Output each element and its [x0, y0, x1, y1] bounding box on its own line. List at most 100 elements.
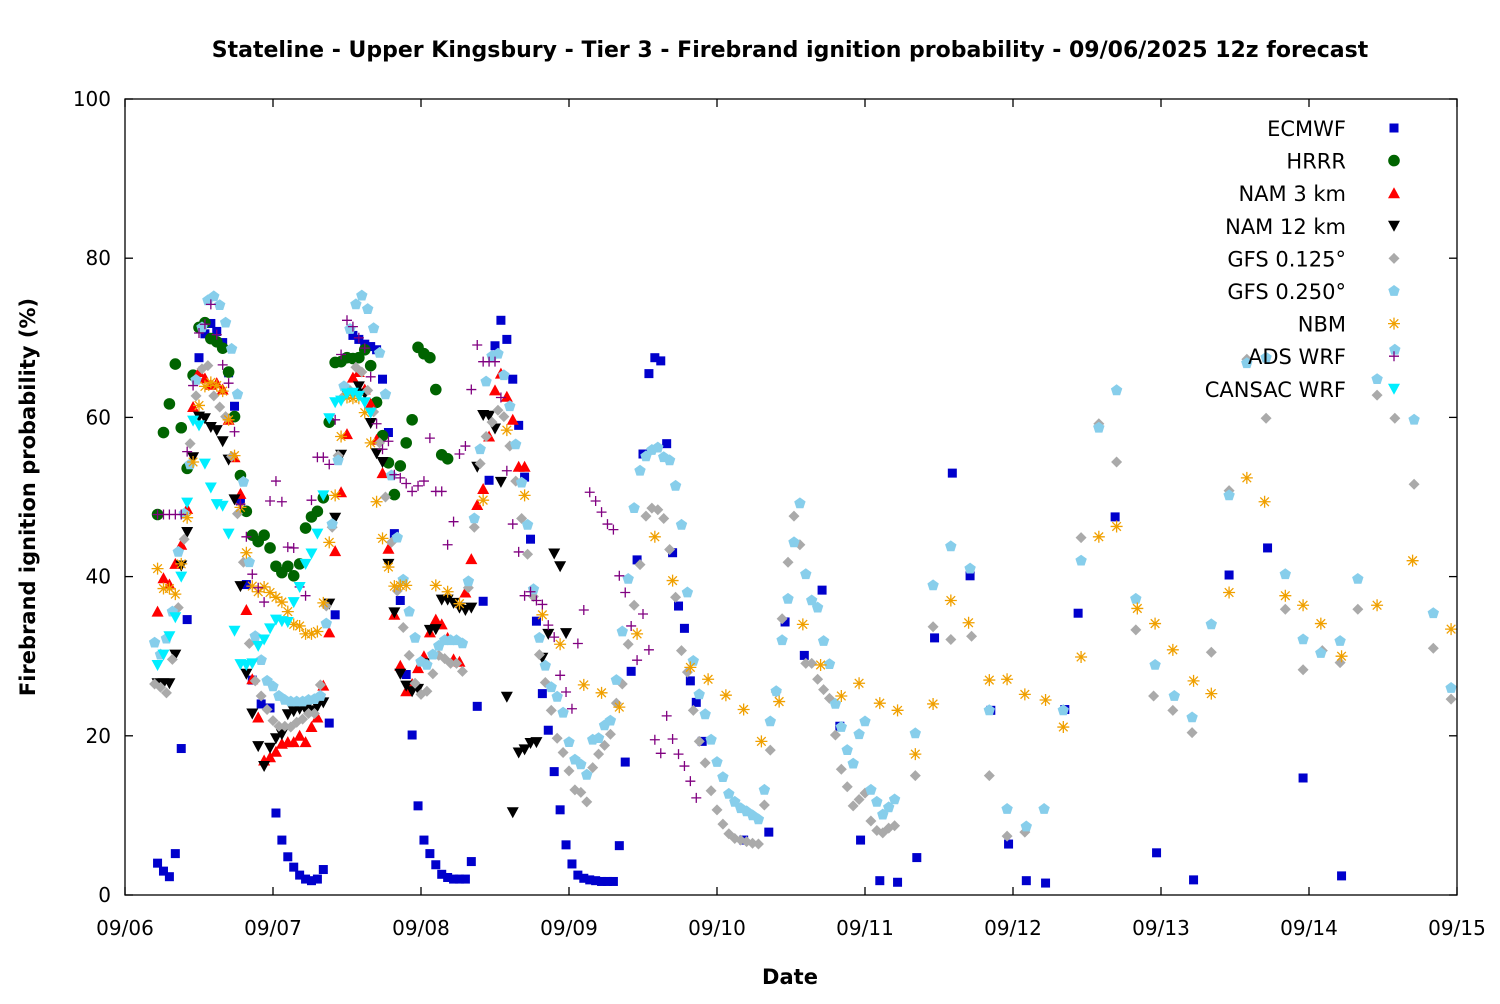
data-point — [1110, 512, 1120, 522]
data-point — [577, 678, 590, 691]
data-point — [169, 588, 182, 601]
data-point — [566, 703, 577, 714]
data-point — [429, 579, 442, 592]
data-point — [1189, 875, 1199, 885]
data-point — [255, 654, 267, 665]
data-point — [148, 636, 161, 648]
data-point — [317, 596, 330, 609]
data-point — [1110, 384, 1123, 396]
x-tick-label: 09/08 — [392, 916, 450, 940]
data-point — [841, 744, 853, 755]
data-point — [1297, 633, 1309, 645]
data-point — [157, 572, 170, 584]
data-point — [240, 505, 253, 518]
data-point — [800, 568, 812, 580]
data-point — [237, 475, 250, 487]
data-point — [811, 601, 824, 613]
data-point — [1092, 530, 1105, 543]
series-nbm — [151, 376, 1458, 761]
data-point — [685, 676, 695, 686]
data-point — [305, 721, 318, 733]
data-point — [164, 872, 174, 882]
data-point — [299, 522, 312, 534]
data-point — [575, 786, 587, 798]
data-point — [545, 704, 557, 716]
data-point — [796, 618, 809, 631]
data-point — [561, 840, 571, 850]
data-point — [526, 534, 536, 544]
data-point — [776, 634, 788, 646]
data-point — [421, 685, 433, 697]
legend: ECMWF HRRR NAM 3 km NAM 12 km GFS 0.125° GFS … — [1205, 117, 1400, 402]
data-point — [364, 397, 377, 409]
data-point — [501, 465, 512, 476]
data-point — [584, 487, 595, 498]
data-point — [427, 668, 439, 680]
data-point — [1057, 721, 1070, 734]
data-point — [382, 561, 395, 574]
data-point — [377, 444, 388, 455]
data-point — [494, 476, 507, 488]
data-point — [169, 358, 182, 370]
data-point — [281, 605, 294, 618]
data-point — [640, 510, 652, 522]
data-point — [441, 594, 454, 606]
data-point — [1168, 690, 1180, 701]
data-point — [155, 681, 167, 693]
data-point — [1408, 413, 1420, 425]
data-point — [644, 369, 654, 379]
legend-label: NAM 3 km — [1238, 182, 1346, 206]
data-point — [400, 680, 413, 692]
y-tick-label: 100 — [73, 87, 111, 111]
data-point — [1240, 471, 1253, 484]
data-point — [663, 454, 676, 466]
data-point — [332, 454, 344, 466]
data-point — [773, 695, 786, 708]
data-point — [293, 581, 306, 593]
data-point — [817, 585, 827, 595]
data-point — [668, 548, 678, 558]
data-point — [521, 518, 534, 530]
data-point — [650, 353, 660, 363]
legend-marker — [1388, 383, 1400, 395]
data-point — [829, 698, 842, 709]
data-point — [246, 708, 259, 720]
data-point — [648, 530, 661, 543]
data-point — [555, 805, 565, 815]
data-point — [788, 536, 800, 548]
data-point — [365, 371, 376, 382]
data-point — [656, 356, 666, 366]
data-point — [812, 673, 824, 685]
data-point — [253, 582, 264, 593]
data-point — [489, 384, 501, 396]
data-point — [311, 711, 324, 723]
data-point — [427, 648, 439, 660]
data-point — [459, 586, 472, 598]
y-axis-label: Firebrand ignition probability (%) — [16, 298, 40, 696]
data-point — [711, 756, 723, 767]
data-point — [389, 529, 399, 539]
data-point — [502, 334, 512, 344]
data-point — [418, 476, 429, 487]
data-point — [424, 351, 436, 364]
data-point — [170, 849, 180, 859]
data-point — [323, 626, 336, 638]
data-point — [962, 616, 975, 629]
data-point — [484, 475, 494, 485]
data-point — [652, 441, 664, 453]
data-point — [758, 783, 771, 795]
data-point — [1406, 554, 1419, 567]
data-point — [208, 290, 220, 302]
data-point — [634, 464, 646, 476]
data-point — [388, 580, 401, 593]
data-point — [865, 783, 877, 795]
data-point — [575, 758, 587, 770]
data-point — [181, 527, 194, 539]
data-point — [1389, 343, 1401, 355]
data-point — [782, 556, 794, 568]
data-point — [214, 401, 226, 413]
data-point — [675, 645, 687, 657]
data-point — [522, 548, 534, 560]
data-point — [190, 390, 202, 402]
